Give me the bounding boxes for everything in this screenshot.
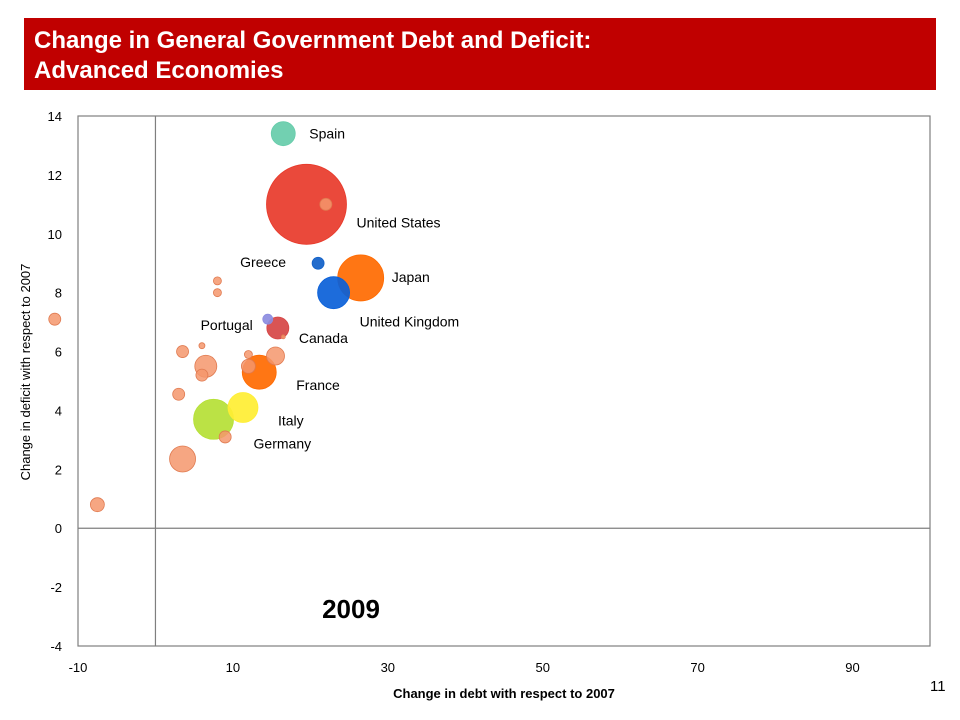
bubble-label: Japan bbox=[392, 269, 430, 285]
bubble-layer bbox=[48, 121, 385, 513]
bubble-unlabeled bbox=[213, 288, 222, 298]
bubble-united-states bbox=[266, 163, 347, 245]
bubble-unlabeled bbox=[176, 345, 189, 358]
bubble-unlabeled bbox=[89, 497, 105, 513]
x-tick-label: 50 bbox=[535, 660, 549, 675]
bubble-unlabeled bbox=[213, 276, 222, 286]
bubble-unlabeled bbox=[266, 346, 285, 366]
axes-layer: -4 -2 0 2 4 6 8 10 12 14 -10 10 30 50 70 90 bbox=[48, 109, 930, 675]
y-axis-title: Change in deficit with respect to 2007 bbox=[18, 264, 33, 481]
x-tick-label: 70 bbox=[690, 660, 704, 675]
bubble-unlabeled bbox=[172, 387, 186, 401]
y-tick-label: 12 bbox=[48, 168, 62, 183]
page-number: 11 bbox=[930, 678, 946, 695]
bubble-unlabeled bbox=[169, 445, 196, 473]
x-tick-label: 30 bbox=[381, 660, 395, 675]
bubble-label: United Kingdom bbox=[360, 314, 460, 330]
bubble-label: Portugal bbox=[201, 317, 253, 333]
y-tick-label: 4 bbox=[55, 403, 62, 418]
y-tick-label: 14 bbox=[48, 109, 62, 124]
bubble-unlabeled bbox=[195, 368, 209, 382]
bubble-unlabeled bbox=[280, 334, 286, 340]
title-bar: Change in General Government Debt and De… bbox=[24, 18, 936, 90]
bubble-unlabeled bbox=[198, 342, 206, 350]
x-axis-title: Change in debt with respect to 2007 bbox=[393, 686, 615, 701]
x-tick-label: 10 bbox=[226, 660, 240, 675]
bubble-italy bbox=[227, 392, 259, 423]
y-tick-label: 10 bbox=[48, 227, 62, 242]
bubble-united-kingdom bbox=[317, 276, 351, 310]
y-tick-label: 8 bbox=[55, 286, 62, 301]
bubble-unlabeled bbox=[48, 312, 62, 326]
bubble-label: United States bbox=[356, 214, 440, 230]
page-title-line-2: Advanced Economies bbox=[34, 57, 284, 84]
x-tick-label: 90 bbox=[845, 660, 859, 675]
bubble-label: Greece bbox=[240, 254, 286, 270]
bubble-label: Canada bbox=[299, 330, 348, 346]
bubble-label: Spain bbox=[309, 126, 345, 142]
y-tick-label: -4 bbox=[50, 639, 62, 654]
bubble-greece bbox=[311, 256, 325, 270]
bubble-label: France bbox=[296, 377, 340, 393]
bubble-label: Italy bbox=[278, 413, 304, 429]
y-tick-label: -2 bbox=[50, 580, 62, 595]
bubble-label: Germany bbox=[254, 435, 312, 451]
bubble-canada bbox=[266, 316, 290, 340]
y-tick-label: 0 bbox=[55, 521, 62, 536]
label-layer: Spain United States Greece Japan United King… bbox=[201, 126, 460, 452]
plot-area-border bbox=[77, 115, 931, 647]
year-annotation: 2009 bbox=[322, 594, 380, 624]
page-title-line-1: Change in General Government Debt and De… bbox=[34, 27, 592, 54]
x-tick-label: -10 bbox=[69, 660, 88, 675]
y-tick-label: 6 bbox=[55, 345, 62, 360]
bubble-unlabeled bbox=[319, 197, 333, 211]
bubble-portugal bbox=[262, 313, 274, 325]
bubble-unlabeled bbox=[240, 358, 256, 374]
bubble-spain bbox=[270, 121, 296, 147]
y-tick-label: 2 bbox=[55, 462, 62, 477]
bubble-unlabeled bbox=[218, 430, 232, 444]
bubble-unlabeled bbox=[243, 350, 253, 359]
